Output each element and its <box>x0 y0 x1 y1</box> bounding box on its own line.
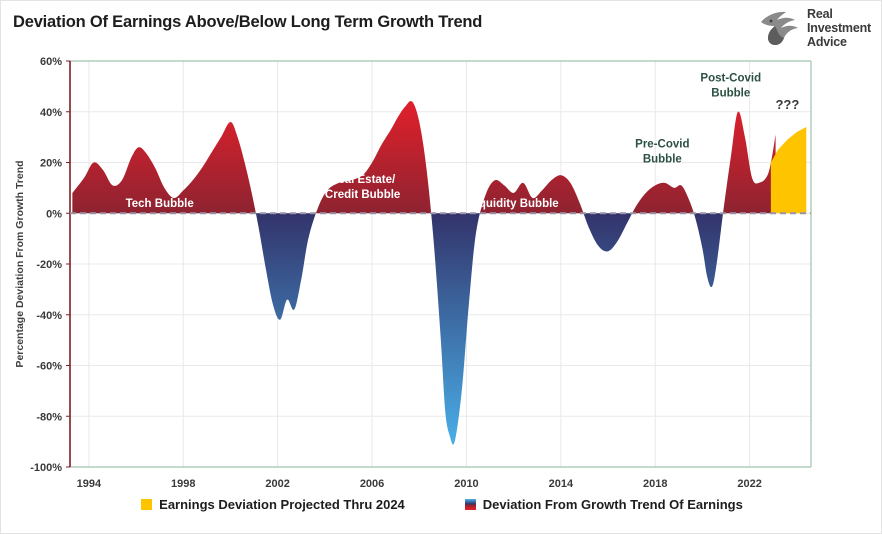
brand-wordmark: Real Investment Advice <box>807 7 871 49</box>
y-axis-title: Percentage Deviation From Growth Trend <box>14 160 26 367</box>
y-axis-tick-label: -60% <box>36 361 62 373</box>
x-axis-tick-label: 1994 <box>77 478 102 490</box>
legend-item[interactable]: Earnings Deviation Projected Thru 2024 <box>141 497 405 512</box>
brand-line-3: Advice <box>807 35 847 49</box>
page-title: Deviation Of Earnings Above/Below Long T… <box>13 13 483 31</box>
x-axis-tick-label: 2010 <box>454 478 478 490</box>
area-positive-deviation <box>480 175 584 214</box>
x-axis-tick-label: 2018 <box>643 478 667 490</box>
y-axis-tick-label: -100% <box>30 462 62 474</box>
legend-label: Earnings Deviation Projected Thru 2024 <box>159 497 405 512</box>
legend-label: Deviation From Growth Trend Of Earnings <box>482 497 743 512</box>
annotation-liquidity-bubble: Liquidity Bubble <box>469 198 559 210</box>
legend-swatch-icon <box>464 499 476 510</box>
area-negative-deviation <box>693 213 724 287</box>
x-axis-tick-label: 2014 <box>549 478 574 490</box>
area-negative-deviation <box>583 213 633 252</box>
y-axis-tick-label: -80% <box>36 411 62 423</box>
annotation-tech-bubble: Tech Bubble <box>126 198 194 210</box>
brand-line-1: Real <box>807 7 833 21</box>
y-axis-tick-label: -40% <box>36 310 62 322</box>
y-axis-tick-label: -20% <box>36 259 62 271</box>
series-deviation-from-growth-trend <box>72 100 776 445</box>
eagle-head-logo-icon <box>757 9 801 47</box>
annotation-real-estate-credit-bubble: Real Estate/Credit Bubble <box>325 174 400 201</box>
y-axis-tick-label: 20% <box>40 158 62 170</box>
annotation-: ??? <box>775 97 799 112</box>
area-negative-deviation <box>255 213 317 320</box>
brand-logo: Real Investment Advice <box>757 7 871 49</box>
legend-item[interactable]: Deviation From Growth Trend Of Earnings <box>464 497 743 512</box>
area-negative-deviation <box>431 213 481 445</box>
chart-legend: Earnings Deviation Projected Thru 2024 De… <box>1 497 882 512</box>
y-axis-tick-label: 60% <box>40 56 62 68</box>
area-positive-deviation <box>316 100 432 214</box>
annotation-pre-covid-bubble: Pre-Covid Bubble <box>635 138 689 165</box>
x-axis-tick-label: 2006 <box>360 478 384 490</box>
annotation-post-covid-bubble: Post-Covid Bubble <box>700 72 761 99</box>
area-positive-deviation <box>72 121 256 214</box>
legend-swatch-icon <box>141 499 153 510</box>
x-axis-tick-label: 2002 <box>265 478 289 490</box>
x-axis-tick-label: 2022 <box>737 478 761 490</box>
area-projected-earnings-deviation <box>770 126 807 214</box>
brand-line-2: Investment <box>807 21 871 35</box>
y-axis-tick-label: 40% <box>40 107 62 119</box>
area-positive-deviation <box>723 111 776 214</box>
area-positive-deviation <box>632 182 694 214</box>
x-axis-tick-label: 1998 <box>171 478 195 490</box>
y-axis-tick-label: 0% <box>46 208 62 220</box>
